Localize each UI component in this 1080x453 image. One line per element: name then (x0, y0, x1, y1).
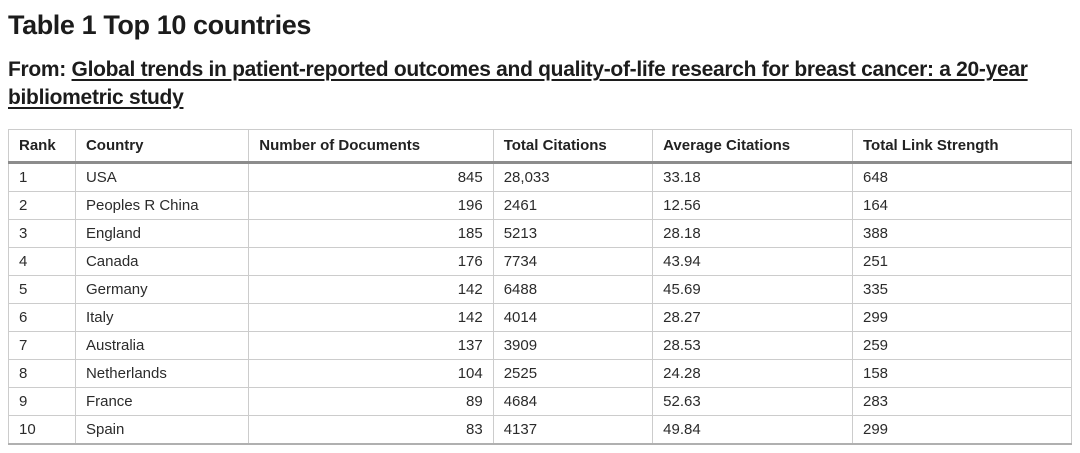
cell-total-citations: 2461 (492, 191, 654, 220)
cell-total-citations: 28,033 (492, 162, 654, 192)
cell-country: Germany (74, 275, 250, 304)
cell-total-citations: 7734 (492, 247, 654, 276)
cell-average-citations: 12.56 (652, 191, 853, 220)
cell-country: Canada (74, 247, 250, 276)
cell-total-citations: 4014 (492, 303, 654, 332)
cell-documents: 845 (248, 162, 494, 192)
column-header: Total Citations (492, 129, 654, 164)
table-row: 5 Germany 142 6488 45.69 335 (8, 275, 1072, 304)
column-header: Total Link Strength (852, 129, 1072, 164)
cell-total-link-strength: 299 (852, 303, 1072, 332)
cell-total-citations: 2525 (492, 359, 654, 388)
cell-total-citations: 6488 (492, 275, 654, 304)
cell-documents: 185 (248, 219, 494, 248)
cell-country: USA (74, 162, 250, 192)
table-row: 3 England 185 5213 28.18 388 (8, 219, 1072, 248)
column-header: Number of Documents (248, 129, 494, 164)
cell-country: Netherlands (74, 359, 250, 388)
cell-average-citations: 52.63 (652, 387, 853, 416)
table-row: 6 Italy 142 4014 28.27 299 (8, 303, 1072, 332)
cell-rank: 3 (8, 219, 76, 248)
article-subtitle: From: Global trends in patient-reported … (8, 56, 1058, 112)
cell-country: Australia (74, 331, 250, 360)
table-row: 10 Spain 83 4137 49.84 299 (8, 415, 1072, 445)
cell-average-citations: 28.27 (652, 303, 853, 332)
cell-total-link-strength: 388 (852, 219, 1072, 248)
cell-documents: 142 (248, 275, 494, 304)
cell-country: England (74, 219, 250, 248)
cell-average-citations: 24.28 (652, 359, 853, 388)
cell-total-link-strength: 335 (852, 275, 1072, 304)
cell-rank: 7 (8, 331, 76, 360)
cell-documents: 89 (248, 387, 494, 416)
cell-rank: 9 (8, 387, 76, 416)
column-header: Country (74, 129, 250, 164)
cell-rank: 4 (8, 247, 76, 276)
cell-total-link-strength: 299 (852, 415, 1072, 445)
cell-documents: 176 (248, 247, 494, 276)
cell-total-link-strength: 648 (852, 162, 1072, 192)
page-title: Table 1 Top 10 countries (8, 10, 311, 40)
table-header: Rank Country Number of Documents Total Cita… (8, 129, 1072, 164)
cell-rank: 10 (8, 415, 76, 445)
cell-average-citations: 28.18 (652, 219, 853, 248)
cell-country: France (74, 387, 250, 416)
cell-total-citations: 5213 (492, 219, 654, 248)
cell-total-link-strength: 283 (852, 387, 1072, 416)
table-row: 4 Canada 176 7734 43.94 251 (8, 247, 1072, 276)
column-header: Rank (8, 129, 76, 164)
header-row: Rank Country Number of Documents Total Cita… (8, 129, 1072, 164)
column-header: Average Citations (652, 129, 853, 164)
cell-rank: 1 (8, 162, 76, 192)
cell-total-citations: 4684 (492, 387, 654, 416)
cell-average-citations: 43.94 (652, 247, 853, 276)
countries-table: Rank Country Number of Documents Total Cita… (8, 129, 1072, 445)
table-row: 2 Peoples R China 196 2461 12.56 164 (8, 191, 1072, 220)
table-row: 9 France 89 4684 52.63 283 (8, 387, 1072, 416)
table-body: 1 USA 845 28,033 33.18 648 2 Peoples R China 196… (8, 162, 1072, 445)
from-prefix-label: From: (8, 58, 72, 81)
cell-total-link-strength: 259 (852, 331, 1072, 360)
cell-rank: 6 (8, 303, 76, 332)
cell-total-citations: 4137 (492, 415, 654, 445)
cell-total-link-strength: 164 (852, 191, 1072, 220)
cell-average-citations: 45.69 (652, 275, 853, 304)
table-row: 7 Australia 137 3909 28.53 259 (8, 331, 1072, 360)
cell-average-citations: 28.53 (652, 331, 853, 360)
cell-rank: 2 (8, 191, 76, 220)
cell-documents: 104 (248, 359, 494, 388)
cell-total-citations: 3909 (492, 331, 654, 360)
cell-average-citations: 49.84 (652, 415, 853, 445)
cell-documents: 83 (248, 415, 494, 445)
cell-documents: 142 (248, 303, 494, 332)
cell-documents: 196 (248, 191, 494, 220)
cell-documents: 137 (248, 331, 494, 360)
cell-country: Italy (74, 303, 250, 332)
table-row: 1 USA 845 28,033 33.18 648 (8, 162, 1072, 192)
cell-total-link-strength: 251 (852, 247, 1072, 276)
table-row: 8 Netherlands 104 2525 24.28 158 (8, 359, 1072, 388)
cell-country: Spain (74, 415, 250, 445)
cell-rank: 5 (8, 275, 76, 304)
cell-country: Peoples R China (74, 191, 250, 220)
cell-rank: 8 (8, 359, 76, 388)
article-title-link[interactable]: Global trends in patient-reported outcom… (8, 58, 1028, 109)
cell-total-link-strength: 158 (852, 359, 1072, 388)
cell-average-citations: 33.18 (652, 162, 853, 192)
